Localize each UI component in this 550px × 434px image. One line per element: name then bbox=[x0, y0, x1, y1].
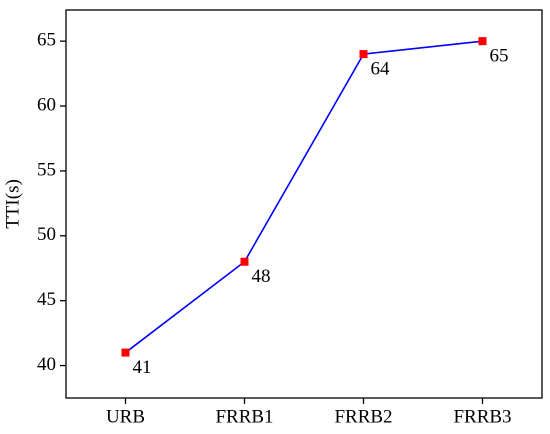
data-label: 64 bbox=[371, 58, 391, 79]
x-tick-label: FRRB3 bbox=[453, 406, 511, 427]
y-tick-label: 55 bbox=[37, 159, 56, 180]
x-tick-label: FRRB2 bbox=[334, 406, 392, 427]
y-axis-label: TTI(s) bbox=[2, 179, 23, 229]
marker bbox=[478, 37, 487, 46]
data-label: 48 bbox=[252, 266, 271, 287]
y-tick-label: 45 bbox=[37, 289, 56, 310]
plot-frame bbox=[65, 9, 543, 399]
y-tick-label: 40 bbox=[37, 354, 56, 375]
series-line bbox=[125, 40, 483, 354]
y-tick-label: 65 bbox=[37, 30, 56, 51]
y-tick-label: 50 bbox=[37, 224, 56, 245]
marker bbox=[121, 348, 130, 357]
marker bbox=[240, 257, 249, 266]
y-tick-label: 60 bbox=[37, 94, 56, 115]
x-tick-label: URB bbox=[106, 406, 145, 427]
marker bbox=[359, 50, 368, 59]
data-label: 41 bbox=[133, 357, 152, 378]
x-tick-label: FRRB1 bbox=[215, 406, 273, 427]
data-label: 65 bbox=[490, 46, 509, 67]
